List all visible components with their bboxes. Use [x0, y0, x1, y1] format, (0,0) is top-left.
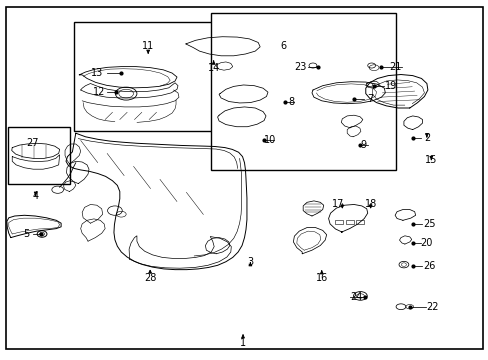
Bar	[211, 13, 395, 170]
Text: 15: 15	[424, 155, 437, 165]
Text: 27: 27	[26, 138, 39, 148]
Bar	[345, 220, 353, 224]
Bar	[8, 127, 70, 184]
Bar	[356, 220, 364, 224]
Text: 6: 6	[280, 41, 286, 51]
Text: 3: 3	[247, 257, 253, 267]
Text: 4: 4	[33, 191, 39, 201]
Text: 1: 1	[240, 338, 245, 348]
Text: 9: 9	[360, 140, 366, 150]
Text: 16: 16	[315, 273, 327, 283]
Text: 19: 19	[384, 81, 397, 91]
Text: 17: 17	[331, 199, 344, 210]
Text: 12: 12	[93, 87, 105, 97]
Text: 28: 28	[143, 273, 156, 283]
Text: 8: 8	[288, 96, 294, 107]
Text: 22: 22	[425, 302, 438, 312]
Text: 23: 23	[294, 62, 306, 72]
Text: 10: 10	[264, 135, 276, 145]
Bar	[74, 22, 212, 131]
Text: 14: 14	[207, 63, 220, 73]
Bar	[334, 220, 342, 224]
Text: 7: 7	[367, 94, 373, 104]
Text: 26: 26	[422, 261, 435, 271]
Text: 2: 2	[423, 132, 429, 143]
Text: 13: 13	[90, 68, 103, 78]
Text: 5: 5	[23, 229, 29, 239]
Text: 21: 21	[388, 62, 401, 72]
Text: 25: 25	[422, 219, 435, 229]
Text: 18: 18	[364, 199, 376, 210]
Text: 11: 11	[142, 41, 154, 51]
Text: 24: 24	[349, 292, 362, 302]
Text: 20: 20	[419, 238, 432, 248]
